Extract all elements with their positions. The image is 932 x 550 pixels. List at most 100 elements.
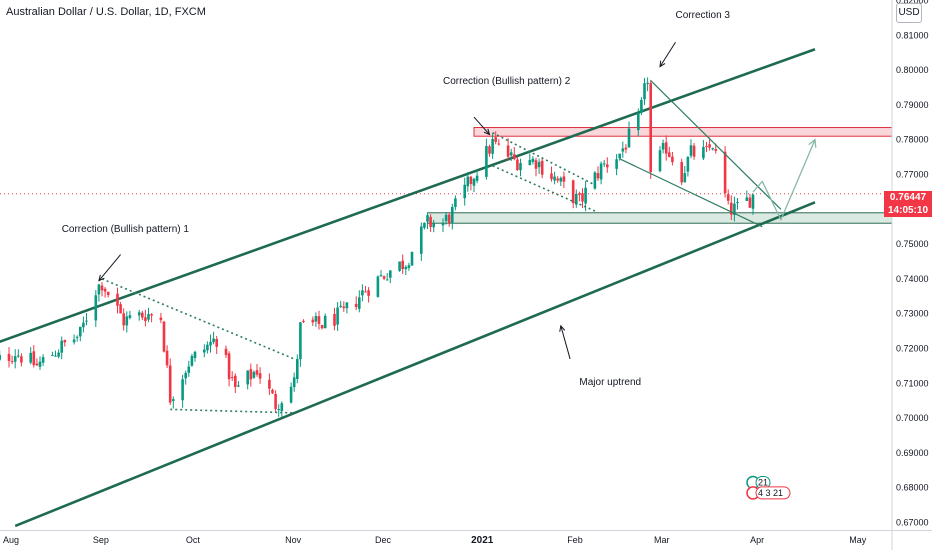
candle — [708, 137, 711, 151]
candle-body — [302, 321, 305, 323]
candle-body — [556, 178, 559, 181]
candle-body — [534, 160, 538, 169]
candle-body — [258, 373, 262, 379]
candle — [664, 135, 668, 161]
candle — [643, 77, 646, 105]
candle — [671, 151, 674, 166]
event-label: 4 3 21 — [758, 488, 783, 498]
candle-body — [339, 305, 342, 307]
candle — [627, 121, 631, 148]
candle-body — [367, 290, 370, 296]
candle-body — [224, 348, 228, 356]
candle-body — [627, 128, 631, 148]
candle — [51, 351, 54, 357]
candle-body — [82, 322, 85, 328]
candle — [106, 291, 110, 298]
candle — [447, 212, 451, 227]
candle-body — [184, 372, 187, 379]
candle-body — [141, 312, 144, 318]
candle — [249, 363, 253, 387]
candle-body — [54, 355, 57, 357]
candle-body — [730, 202, 733, 215]
candle-body — [79, 326, 82, 337]
candle — [336, 302, 339, 331]
candle — [54, 350, 57, 357]
y-tick-label: 0.68000 — [896, 483, 929, 493]
candle — [488, 144, 491, 157]
y-tick-label: 0.74000 — [896, 274, 929, 284]
candle-body — [35, 363, 39, 366]
candle-body — [237, 385, 240, 387]
candle — [509, 148, 513, 162]
candle — [150, 313, 153, 323]
candle — [63, 339, 67, 347]
candle-body — [215, 338, 218, 347]
candle-body — [389, 270, 392, 278]
candle-body — [255, 370, 259, 375]
candle-body — [17, 355, 20, 357]
annotation-arrowhead — [483, 128, 491, 136]
candle-body — [463, 184, 466, 199]
candle — [94, 290, 98, 327]
candle-body — [311, 319, 315, 323]
candle — [252, 370, 256, 379]
candle — [748, 193, 752, 208]
candle — [398, 261, 401, 272]
candle — [38, 356, 42, 370]
candle — [593, 171, 597, 190]
annotation-arrowhead — [98, 274, 105, 282]
candle-body — [323, 315, 327, 329]
candle-body — [624, 147, 628, 150]
candle — [342, 301, 346, 312]
candle-body — [292, 377, 296, 388]
candle — [491, 133, 494, 159]
candle-body — [680, 162, 683, 183]
pattern-dotted-line — [101, 278, 295, 360]
candle — [553, 171, 556, 185]
candle-body — [116, 293, 119, 306]
candle — [206, 341, 209, 354]
candle — [181, 374, 184, 408]
candle — [280, 401, 284, 417]
candle — [680, 158, 683, 186]
annotation-arrowhead — [659, 60, 666, 68]
y-tick-label: 0.71000 — [896, 378, 929, 388]
candle — [10, 355, 14, 364]
candle — [165, 345, 169, 369]
candle — [187, 360, 191, 377]
candle — [528, 153, 532, 166]
annotation-arrow — [560, 325, 571, 360]
candle-body — [159, 317, 163, 321]
candle-body — [472, 178, 476, 186]
candle-body — [432, 223, 435, 228]
candle — [550, 166, 553, 182]
candle-body — [664, 142, 668, 154]
candle — [122, 308, 125, 331]
candle-body — [187, 366, 191, 373]
candle — [621, 141, 625, 158]
channel-upper-line — [0, 47, 816, 343]
candle-body — [469, 176, 473, 184]
candle-body — [317, 316, 321, 325]
resistance-zone — [473, 127, 892, 137]
candle-body — [398, 261, 401, 271]
candle-body — [162, 321, 166, 352]
candle-body — [540, 160, 544, 175]
candle-body — [618, 153, 621, 159]
candle-body — [451, 206, 454, 224]
candle — [658, 146, 662, 173]
candle — [624, 144, 628, 154]
candle-body — [119, 304, 122, 314]
candle-body — [491, 139, 494, 154]
currency-badge[interactable]: USD — [896, 3, 922, 23]
annotation-arrow — [473, 116, 490, 135]
candle — [640, 97, 643, 116]
candle-body — [252, 371, 256, 378]
candle-body — [714, 149, 718, 151]
projection-path — [752, 139, 816, 222]
candle — [274, 390, 277, 413]
candle — [606, 157, 609, 173]
candle-body — [559, 177, 563, 182]
